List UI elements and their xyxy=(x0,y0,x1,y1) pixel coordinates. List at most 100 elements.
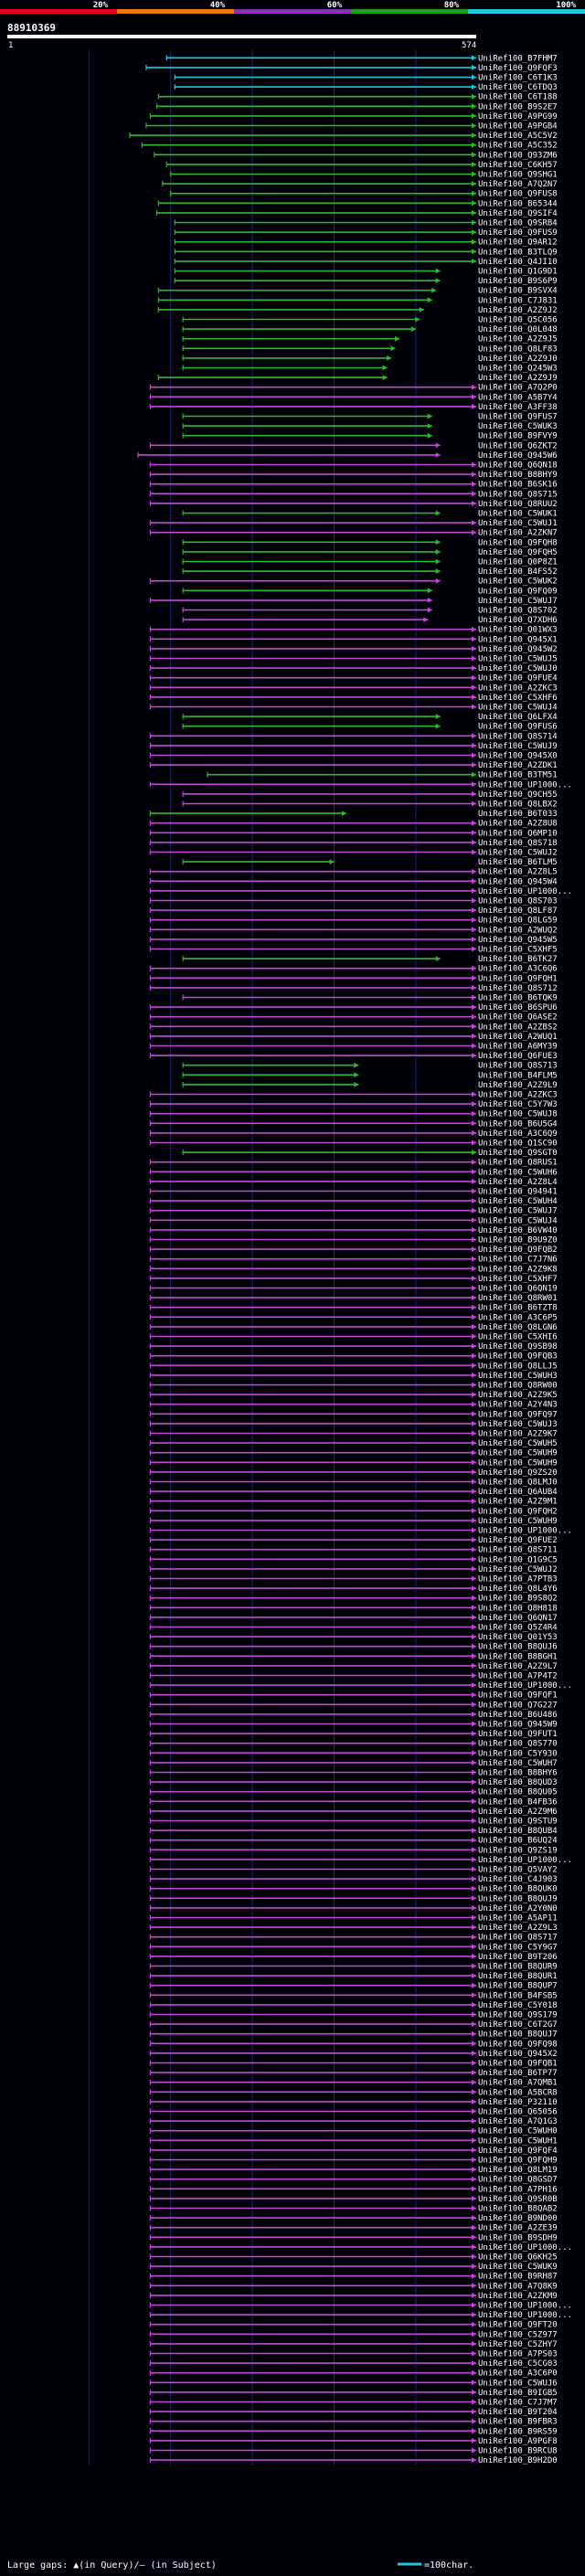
hit-label[interactable]: UniRef100_A2Z9L3 xyxy=(478,1924,558,1933)
hit-label[interactable]: UniRef100_A2Z9L7 xyxy=(478,1662,558,1671)
hit-label[interactable]: UniRef100_B6VW40 xyxy=(478,1226,558,1235)
hit-label[interactable]: UniRef100_A6MY39 xyxy=(478,1043,558,1052)
hit-label[interactable]: UniRef100_B9IGB5 xyxy=(478,2389,558,2398)
hit-label[interactable]: UniRef100_B9T204 xyxy=(478,2408,558,2417)
hit-label[interactable]: UniRef100_UP1000... xyxy=(478,1856,572,1865)
hit-label[interactable]: UniRef100_B9RH87 xyxy=(478,2273,558,2282)
hit-label[interactable]: UniRef100_Q8S770 xyxy=(478,1740,558,1749)
hit-label[interactable]: UniRef100_B7FHM7 xyxy=(478,54,558,63)
hit-label[interactable]: UniRef100_C7J831 xyxy=(478,296,558,305)
hit-label[interactable]: UniRef100_B4FS52 xyxy=(478,567,558,577)
hit-label[interactable]: UniRef100_Q9CH55 xyxy=(478,790,558,800)
hit-label[interactable]: UniRef100_C5XHF6 xyxy=(478,694,558,703)
hit-label[interactable]: UniRef100_Q5C056 xyxy=(478,316,558,325)
hit-label[interactable]: UniRef100_C5XHF5 xyxy=(478,946,558,955)
hit-label[interactable]: UniRef100_A7P4T2 xyxy=(478,1672,558,1681)
hit-label[interactable]: UniRef100_A2ZKC3 xyxy=(478,1091,558,1100)
hit-label[interactable]: UniRef100_C5WUJ1 xyxy=(478,519,558,528)
hit-label[interactable]: UniRef100_C5WUH6 xyxy=(478,1168,558,1177)
hit-label[interactable]: UniRef100_C5WUH0 xyxy=(478,2127,558,2136)
hit-label[interactable]: UniRef100_C5WUH4 xyxy=(478,1197,558,1206)
hit-label[interactable]: UniRef100_Q8L4Y6 xyxy=(478,1585,558,1594)
hit-label[interactable]: UniRef100_B8BGH1 xyxy=(478,1652,558,1661)
hit-label[interactable]: UniRef100_Q9STU9 xyxy=(478,1818,558,1827)
hit-label[interactable]: UniRef100_A2ZKM9 xyxy=(478,2292,558,2301)
hit-label[interactable]: UniRef100_B8BHY9 xyxy=(478,471,558,480)
hit-label[interactable]: UniRef100_Q8S714 xyxy=(478,732,558,741)
hit-label[interactable]: UniRef100_C5ZHY7 xyxy=(478,2340,558,2349)
hit-label[interactable]: UniRef100_A2Z9L9 xyxy=(478,1081,558,1090)
hit-label[interactable]: UniRef100_Q9FUE4 xyxy=(478,674,558,684)
hit-label[interactable]: UniRef100_A5B7Y4 xyxy=(478,393,558,402)
hit-label[interactable]: UniRef100_C5WUH1 xyxy=(478,2136,558,2146)
hit-label[interactable]: UniRef100_Q8S712 xyxy=(478,984,558,993)
hit-label[interactable]: UniRef100_Q9FQF1 xyxy=(478,1691,558,1701)
hit-label[interactable]: UniRef100_B6TP77 xyxy=(478,2069,558,2078)
hit-label[interactable]: UniRef100_A7Q8K9 xyxy=(478,2282,558,2291)
hit-label[interactable]: UniRef100_A5BCR8 xyxy=(478,2088,558,2097)
hit-label[interactable]: UniRef100_B9S8Q2 xyxy=(478,1595,558,1604)
hit-label[interactable]: UniRef100_A9PGB4 xyxy=(478,122,558,132)
hit-label[interactable]: UniRef100_A3FF38 xyxy=(478,403,558,412)
hit-label[interactable]: UniRef100_Q9FUS8 xyxy=(478,190,558,199)
hit-label[interactable]: UniRef100_B4FSB5 xyxy=(478,1991,558,2000)
hit-label[interactable]: UniRef100_UP1000... xyxy=(478,780,572,790)
hit-label[interactable]: UniRef100_Q9S179 xyxy=(478,2011,558,2020)
hit-label[interactable]: UniRef100_A2Z9K5 xyxy=(478,1391,558,1400)
hit-label[interactable]: UniRef100_Q6AUB4 xyxy=(478,1488,558,1497)
hit-label[interactable]: UniRef100_B9RCU8 xyxy=(478,2447,558,2456)
hit-label[interactable]: UniRef100_Q9FQH2 xyxy=(478,1507,558,1516)
hit-label[interactable]: UniRef100_A2ZKC3 xyxy=(478,684,558,693)
hit-label[interactable]: UniRef100_Q8S715 xyxy=(478,490,558,499)
hit-label[interactable]: UniRef100_C5WUH3 xyxy=(478,1372,558,1381)
hit-label[interactable]: UniRef100_B8QUP7 xyxy=(478,1982,558,1991)
hit-label[interactable]: UniRef100_C6KH57 xyxy=(478,161,558,170)
hit-label[interactable]: UniRef100_Q8S717 xyxy=(478,1934,558,1943)
hit-label[interactable]: UniRef100_Q9FT20 xyxy=(478,2321,558,2330)
hit-label[interactable]: UniRef100_Q9FQB2 xyxy=(478,1246,558,1255)
hit-label[interactable]: UniRef100_UP1000... xyxy=(478,2302,572,2311)
hit-label[interactable]: UniRef100_A7PS03 xyxy=(478,2350,558,2359)
hit-label[interactable]: UniRef100_B8QUD3 xyxy=(478,1778,558,1787)
hit-label[interactable]: UniRef100_Q0L048 xyxy=(478,325,558,334)
hit-label[interactable]: UniRef100_Q945W4 xyxy=(478,877,558,886)
hit-label[interactable]: UniRef100_B6TLM5 xyxy=(478,858,558,867)
hit-label[interactable]: UniRef100_Q945W9 xyxy=(478,1721,558,1730)
hit-label[interactable]: UniRef100_Q945X1 xyxy=(478,635,558,644)
hit-label[interactable]: UniRef100_UP1000... xyxy=(478,887,572,896)
hit-label[interactable]: UniRef100_Q8LF87 xyxy=(478,906,558,916)
hit-label[interactable]: UniRef100_A2Z8L4 xyxy=(478,1178,558,1187)
hit-label[interactable]: UniRef100_Q9SHG1 xyxy=(478,171,558,180)
hit-label[interactable]: UniRef100_B9U9Z0 xyxy=(478,1236,558,1246)
hit-label[interactable]: UniRef100_Q6ZKT2 xyxy=(478,441,558,451)
hit-label[interactable]: UniRef100_B8QUB4 xyxy=(478,1827,558,1836)
hit-label[interactable]: UniRef100_A7PH16 xyxy=(478,2185,558,2194)
hit-label[interactable]: UniRef100_C6T2G7 xyxy=(478,2020,558,2030)
hit-label[interactable]: UniRef100_A2Z9J2 xyxy=(478,306,558,315)
hit-label[interactable]: UniRef100_Q945X2 xyxy=(478,2050,558,2059)
hit-label[interactable]: UniRef100_B6TK27 xyxy=(478,955,558,964)
hit-label[interactable]: UniRef100_B6UQ24 xyxy=(478,1837,558,1846)
hit-label[interactable]: UniRef100_B8QUJ6 xyxy=(478,1643,558,1652)
hit-label[interactable]: UniRef100_A7PTB3 xyxy=(478,1575,558,1585)
hit-label[interactable]: UniRef100_Q8RW01 xyxy=(478,1294,558,1303)
hit-label[interactable]: UniRef100_A3C6P0 xyxy=(478,2369,558,2379)
hit-label[interactable]: UniRef100_B8QUJ9 xyxy=(478,1894,558,1903)
hit-label[interactable]: UniRef100_Q945W2 xyxy=(478,645,558,654)
hit-label[interactable]: UniRef100_A2ZKN7 xyxy=(478,529,558,538)
hit-label[interactable]: UniRef100_B9S2E7 xyxy=(478,102,558,111)
hit-label[interactable]: UniRef100_C5WUJ0 xyxy=(478,664,558,673)
hit-label[interactable]: UniRef100_A7Q2P0 xyxy=(478,384,558,393)
hit-label[interactable]: UniRef100_A9PGF8 xyxy=(478,2437,558,2446)
hit-label[interactable]: UniRef100_Q9FQ97 xyxy=(478,1410,558,1419)
hit-label[interactable]: UniRef100_Q8S702 xyxy=(478,607,558,616)
hit-label[interactable]: UniRef100_A2ZDK1 xyxy=(478,761,558,770)
hit-label[interactable]: UniRef100_Q0P8Z1 xyxy=(478,558,558,567)
hit-label[interactable]: UniRef100_Q6FUE3 xyxy=(478,1052,558,1061)
hit-label[interactable]: UniRef100_C5WUK1 xyxy=(478,510,558,519)
hit-label[interactable]: UniRef100_A2Z8L5 xyxy=(478,868,558,877)
hit-label[interactable]: UniRef100_Q01WX3 xyxy=(478,626,558,635)
hit-label[interactable]: UniRef100_B8BHY6 xyxy=(478,1769,558,1778)
hit-label[interactable]: UniRef100_B6U5G4 xyxy=(478,1119,558,1129)
hit-label[interactable]: UniRef100_Q8S703 xyxy=(478,897,558,906)
